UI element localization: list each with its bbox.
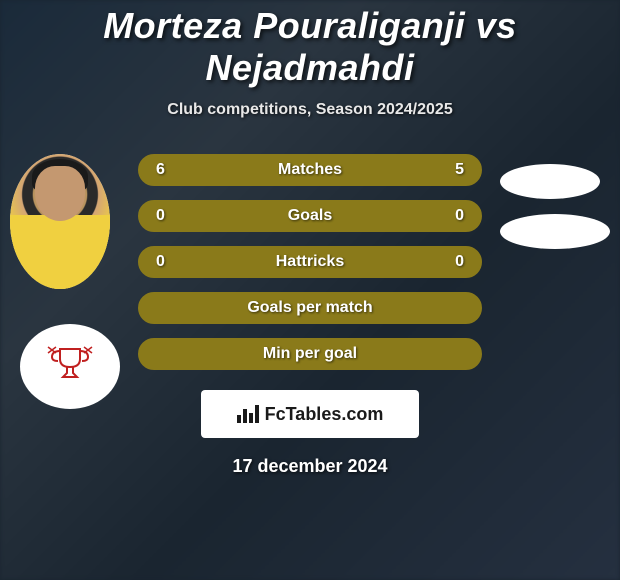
stat-row-hattricks: 0 Hattricks 0 <box>138 246 482 278</box>
trophy-icon <box>40 339 100 394</box>
stat-right-value: 0 <box>455 253 464 271</box>
stat-left-value: 0 <box>156 207 165 225</box>
stat-row-min-per-goal: Min per goal <box>138 338 482 370</box>
stat-label: Goals <box>288 207 332 225</box>
stat-right-value: 5 <box>455 161 464 179</box>
player-left-club-logo <box>20 324 120 409</box>
date-text: 17 december 2024 <box>0 456 620 477</box>
stat-right-value: 0 <box>455 207 464 225</box>
stat-row-goals: 0 Goals 0 <box>138 200 482 232</box>
comparison-section: 6 Matches 5 0 Goals 0 0 Hattricks 0 Goal… <box>0 154 620 370</box>
stat-rows: 6 Matches 5 0 Goals 0 0 Hattricks 0 Goal… <box>138 154 482 370</box>
chart-icon <box>237 405 259 423</box>
subtitle: Club competitions, Season 2024/2025 <box>0 101 620 119</box>
brand-text: FcTables.com <box>265 404 384 425</box>
page-title: Morteza Pouraliganji vs Nejadmahdi <box>0 5 620 89</box>
player-right-photo-1 <box>500 164 600 199</box>
stat-row-goals-per-match: Goals per match <box>138 292 482 324</box>
stat-row-matches: 6 Matches 5 <box>138 154 482 186</box>
player-left-photo <box>10 154 110 289</box>
stat-label: Hattricks <box>276 253 344 271</box>
player-right-photo-2 <box>500 214 610 249</box>
stat-left-value: 0 <box>156 253 165 271</box>
stat-label: Matches <box>278 161 342 179</box>
stat-label: Goals per match <box>247 299 372 317</box>
stat-label: Min per goal <box>263 345 357 363</box>
stat-left-value: 6 <box>156 161 165 179</box>
brand-badge[interactable]: FcTables.com <box>201 390 419 438</box>
